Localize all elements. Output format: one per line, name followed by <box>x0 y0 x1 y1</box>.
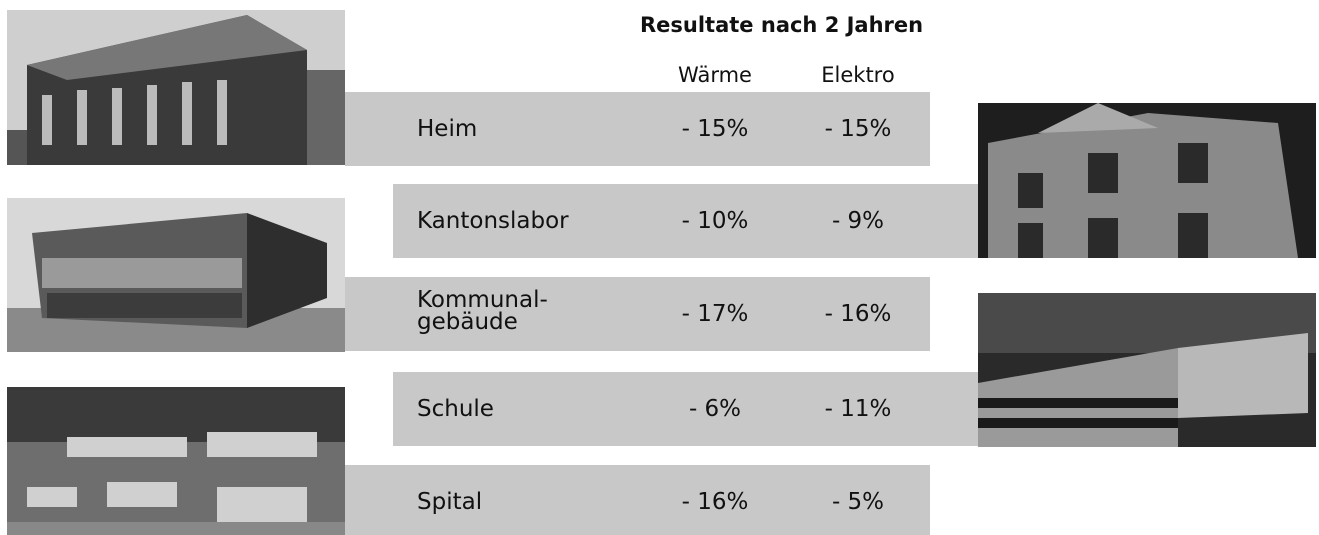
photo-building <box>978 103 1316 258</box>
cell-value: - 15% <box>824 116 892 142</box>
cell-value: - 10% <box>681 208 749 234</box>
row-label: Heim <box>417 116 478 142</box>
table-title: Resultate nach 2 Jahren <box>640 13 924 37</box>
cell-value: - 17% <box>681 301 749 327</box>
photo-building <box>978 293 1316 447</box>
cell-value: - 5% <box>831 489 885 515</box>
column-header: Elektro <box>821 63 895 87</box>
photo-town <box>7 387 345 535</box>
cell-value: - 11% <box>824 396 892 422</box>
cell-value: - 15% <box>681 116 749 142</box>
table-row: Spital - 16% - 5% <box>345 465 930 535</box>
row-label: Spital <box>417 489 483 515</box>
cell-value: - 9% <box>831 208 885 234</box>
table-row: Kommunal- gebäude - 17% - 16% <box>345 277 930 351</box>
cell-value: - 16% <box>824 301 892 327</box>
column-header: Wärme <box>678 63 752 87</box>
row-label: Kommunal- gebäude <box>417 287 548 335</box>
cell-value: - 16% <box>681 489 749 515</box>
table-row: Heim - 15% - 15% <box>345 92 930 166</box>
table-row: Schule - 6% - 11% <box>393 372 978 446</box>
photo-building <box>7 198 345 352</box>
photo-building <box>7 10 345 165</box>
table-row: Kantonslabor - 10% - 9% <box>393 184 978 258</box>
row-label: Schule <box>417 396 494 422</box>
row-label: Kantonslabor <box>417 208 569 234</box>
cell-value: - 6% <box>688 396 742 422</box>
